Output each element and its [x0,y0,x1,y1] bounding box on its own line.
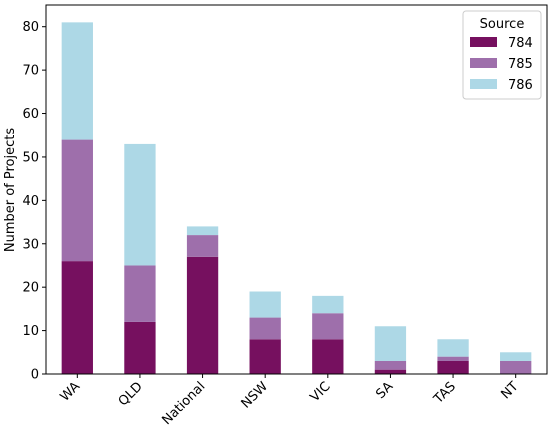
legend-label-784: 784 [508,36,533,51]
bar-sa-784 [374,369,407,374]
x-axis: WA QLD National NSW VIC SA TAS NT [58,374,522,428]
bar-qld-784 [124,321,156,374]
bar-sa-786 [374,326,407,361]
bar-qld-786 [124,143,156,266]
x-tick-label: NT [498,379,521,402]
legend-swatch-784 [470,37,497,47]
bar-tas-784 [437,360,469,374]
y-tick-label: 30 [22,237,39,252]
x-tick-label: National [159,379,208,428]
x-tick-label: TAS [431,379,459,407]
y-tick-label: 20 [22,281,39,296]
bar-national-786 [186,226,219,236]
bar-sa-785 [374,360,407,370]
y-tick-label: 50 [22,150,39,165]
y-axis: 0 10 20 30 40 50 60 70 80 [22,20,46,383]
legend-label-786: 786 [508,78,533,93]
y-tick-label: 40 [22,194,39,209]
y-tick-label: 0 [31,368,39,383]
bar-nt-786 [500,352,532,361]
legend: Source 784 785 786 [462,10,542,100]
bar-nt-785 [500,360,532,374]
bar-nsw-785 [249,317,281,340]
x-tick-label: WA [58,379,84,405]
x-tick-label: VIC [308,379,334,405]
bar-wa-784 [61,261,93,374]
bar-vic-785 [312,313,344,340]
plot-frame [45,4,548,375]
bar-nsw-784 [249,339,281,374]
y-axis-label: Number of Projects [3,128,18,252]
bar-vic-786 [312,295,344,314]
legend-entries: 784 785 786 [470,36,533,93]
bar-qld-785 [124,265,156,322]
y-tick-label: 80 [22,20,39,35]
bar-tas-786 [437,339,469,357]
bar-vic-784 [312,339,344,374]
bar-wa-785 [61,139,93,262]
x-tick-label: QLD [116,379,146,409]
x-tick-label: NSW [239,379,272,412]
legend-box [462,10,542,100]
legend-label-785: 785 [508,57,533,72]
legend-title: Source [480,17,525,32]
y-tick-label: 60 [22,107,39,122]
bars-layer [61,22,532,374]
bar-nsw-786 [249,291,281,318]
x-tick-label: SA [373,379,396,402]
y-tick-label: 70 [22,64,39,79]
bar-wa-786 [61,22,93,140]
legend-swatch-786 [470,79,497,89]
y-tick-label: 10 [22,324,39,339]
legend-swatch-785 [470,58,497,68]
bar-tas-785 [437,356,469,361]
bar-national-784 [186,256,219,374]
bar-national-785 [186,235,219,257]
